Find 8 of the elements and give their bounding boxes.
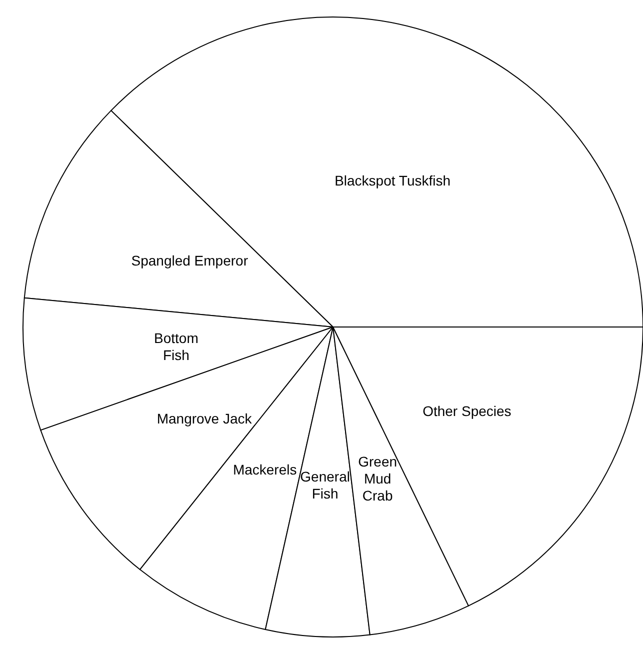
slice-label: Spangled Emperor (131, 252, 248, 269)
slice-label: Green Mud Crab (358, 454, 398, 504)
slice-label: Other Species (422, 402, 512, 419)
slice-label: Blackspot Tuskfish (334, 172, 451, 189)
slice-label: General Fish (300, 468, 350, 502)
slice-label: Bottom Fish (154, 330, 198, 363)
slice-label: Mackerels (232, 462, 297, 478)
slice-label: Mangrove Jack (156, 410, 253, 427)
